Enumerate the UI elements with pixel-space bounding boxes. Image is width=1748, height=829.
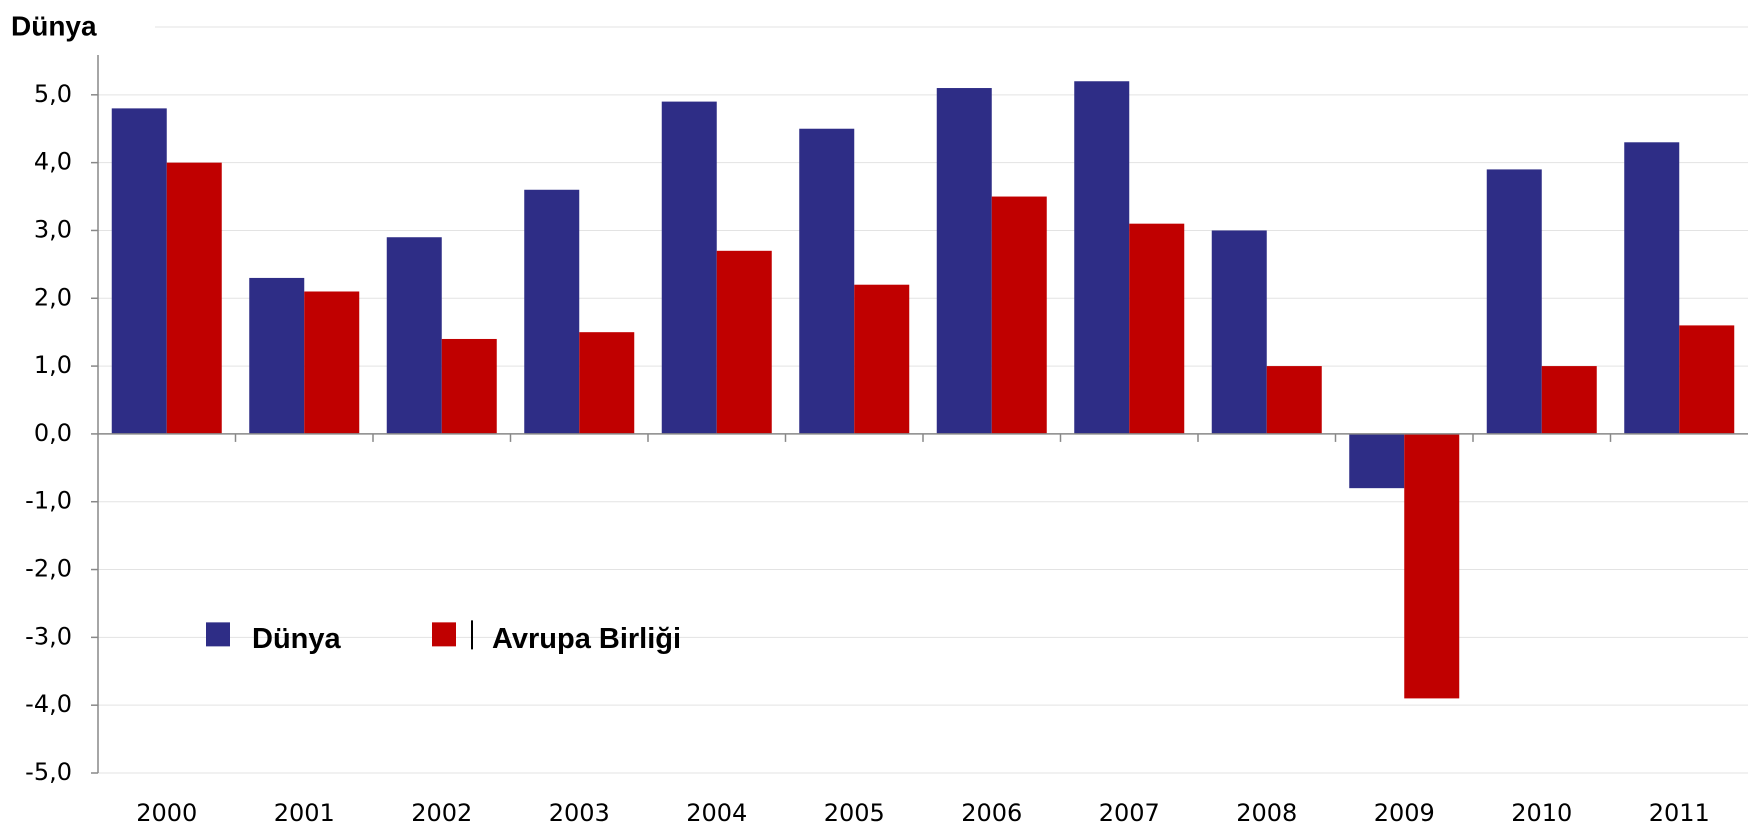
- bar: [304, 291, 360, 434]
- bar: [1541, 366, 1597, 434]
- x-tick-label: 2011: [1649, 799, 1710, 827]
- x-tick-label: 2003: [549, 799, 610, 827]
- bar: [1074, 81, 1130, 434]
- legend-swatch: [206, 622, 230, 647]
- legend-swatch: [432, 622, 456, 647]
- y-tick-label: 3,0: [34, 215, 72, 243]
- bar: [1486, 169, 1542, 434]
- bar: [166, 162, 222, 434]
- bar: [1679, 325, 1735, 434]
- y-tick-label: 4,0: [34, 148, 72, 176]
- bar: [386, 237, 442, 434]
- y-tick-label: 0,0: [34, 419, 72, 447]
- y-tick-label: -2,0: [25, 555, 72, 583]
- x-tick-label: 2006: [961, 799, 1022, 827]
- bar: [111, 108, 167, 434]
- bar: [799, 128, 855, 434]
- y-tick-label: 5,0: [34, 80, 72, 108]
- bar: [441, 338, 497, 434]
- y-tick-label: 1,0: [34, 351, 72, 379]
- bar: [991, 196, 1047, 434]
- bar: [661, 101, 717, 434]
- legend-label: Dünya: [252, 623, 342, 655]
- bar: [1404, 433, 1460, 699]
- bar: [1624, 142, 1680, 434]
- x-tick-label: 2004: [686, 799, 747, 827]
- bar: [936, 88, 992, 434]
- x-tick-label: 2000: [136, 799, 197, 827]
- bar: [579, 332, 635, 434]
- x-tick-label: 2009: [1374, 799, 1435, 827]
- bar: [1211, 230, 1267, 434]
- chart-title: Dünya: [11, 10, 97, 41]
- x-tick-label: 2010: [1511, 799, 1572, 827]
- y-tick-label: -4,0: [25, 690, 72, 718]
- y-tick-label: -1,0: [25, 487, 72, 515]
- bar: [249, 277, 305, 434]
- bar: [1349, 433, 1405, 489]
- y-tick-label: 2,0: [34, 283, 72, 311]
- bar: [716, 250, 772, 434]
- bar: [524, 189, 580, 434]
- y-tick-label: -3,0: [25, 622, 72, 650]
- bar: [1129, 223, 1185, 434]
- x-tick-label: 2005: [824, 799, 885, 827]
- x-tick-label: 2007: [1099, 799, 1160, 827]
- legend-label: Avrupa Birliği: [492, 623, 681, 655]
- x-tick-label: 2002: [411, 799, 472, 827]
- bar: [1266, 366, 1322, 434]
- x-tick-label: 2008: [1236, 799, 1297, 827]
- bar: [854, 284, 910, 434]
- x-tick-label: 2001: [274, 799, 335, 827]
- y-tick-label: -5,0: [25, 758, 72, 786]
